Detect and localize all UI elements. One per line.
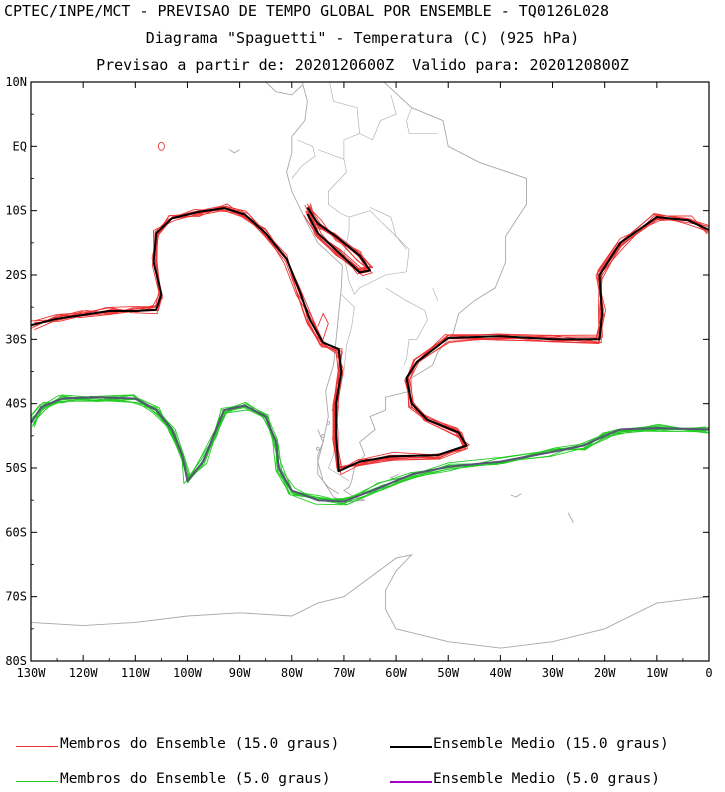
y-tick-label: 80S bbox=[5, 654, 27, 668]
ensemble-member-15-2-9 bbox=[305, 204, 373, 277]
y-tick-label: 70S bbox=[5, 590, 27, 604]
y-tick-label: 40S bbox=[5, 397, 27, 411]
header-title-line2: Diagrama "Spaguetti" - Temperatura (C) (… bbox=[145, 29, 580, 47]
ensemble-member-5-3-9 bbox=[31, 396, 706, 502]
header-title-line3: Previsao a partir de: 2020120600Z Valido… bbox=[96, 56, 629, 74]
ensemble-mean-layer bbox=[31, 206, 709, 503]
ensemble-member-5-3-4 bbox=[31, 394, 706, 505]
coastline-7 bbox=[228, 149, 240, 154]
y-tick-label: EQ bbox=[13, 139, 27, 153]
ensemble-members-layer bbox=[31, 141, 709, 506]
country-border-3 bbox=[385, 287, 428, 366]
x-tick-label: 50W bbox=[437, 666, 459, 680]
ensemble-mean-15-1 bbox=[31, 207, 709, 473]
ensemble-member-5-3-2 bbox=[33, 394, 709, 506]
plot-frame bbox=[30, 81, 710, 662]
legend-mean-15-label: Ensemble Medio (15.0 graus) bbox=[433, 736, 669, 752]
ensemble-member-15-1-5 bbox=[31, 209, 709, 471]
y-tick-label: 20S bbox=[5, 268, 27, 282]
ensemble-mean-15-2 bbox=[306, 206, 371, 274]
island-3 bbox=[321, 434, 325, 438]
ensemble-member-15-1-6 bbox=[34, 209, 708, 468]
plot-area bbox=[31, 82, 709, 649]
ensemble-member-5-3-6 bbox=[33, 398, 709, 504]
y-tick-label: 10N bbox=[5, 75, 27, 89]
ensemble-member-15-loop bbox=[157, 141, 165, 151]
y-tick-label: 60S bbox=[5, 525, 27, 539]
ensemble-mean-5-3 bbox=[31, 396, 709, 503]
ensemble-member-5-3-3 bbox=[31, 396, 709, 500]
x-tick-label: 100W bbox=[173, 666, 203, 680]
x-tick-label: 10W bbox=[646, 666, 668, 680]
x-tick-label: 30W bbox=[542, 666, 564, 680]
ensemble-member-5-3-1 bbox=[32, 394, 707, 501]
country-border-10 bbox=[432, 287, 439, 301]
x-tick-label: 130W bbox=[17, 666, 47, 680]
ensemble-member-15-1-8 bbox=[32, 206, 708, 469]
ensemble-member-5-3-7 bbox=[32, 397, 708, 502]
country-border-1 bbox=[343, 210, 410, 295]
country-border-2 bbox=[327, 294, 355, 482]
x-tick-label: 20W bbox=[594, 666, 616, 680]
ensemble-member-5-3-5 bbox=[31, 395, 709, 501]
country-border-7 bbox=[359, 94, 397, 141]
country-border-9 bbox=[369, 207, 407, 250]
country-border-6 bbox=[329, 82, 360, 160]
y-tick-label: 50S bbox=[5, 461, 27, 475]
x-tick-label: 60W bbox=[385, 666, 407, 680]
x-tick-label: 90W bbox=[229, 666, 251, 680]
legend-mean-5-label: Ensemble Medio (5.0 graus) bbox=[433, 771, 660, 787]
ensemble-member-15-1-9 bbox=[31, 208, 706, 470]
x-tick-label: 40W bbox=[490, 666, 512, 680]
country-border-5 bbox=[291, 139, 316, 179]
x-tick-label: 0 bbox=[705, 666, 712, 680]
ensemble-member-15-1-4 bbox=[33, 205, 709, 469]
island-2 bbox=[326, 421, 331, 425]
x-tick-label: 70W bbox=[333, 666, 355, 680]
coastline-1 bbox=[286, 82, 527, 503]
legend-members-5-label: Membros do Ensemble (5.0 graus) bbox=[60, 771, 331, 787]
x-tick-label: 80W bbox=[281, 666, 303, 680]
ensemble-member-5-3-8 bbox=[31, 395, 708, 505]
legend-members-5-swatch bbox=[16, 781, 58, 782]
coastline-8 bbox=[317, 429, 339, 495]
coastline-5 bbox=[510, 493, 522, 498]
axis-layer: 130W 120W 110W 100W 90W 80W 70W 60W 50W 40W 30W 20W… bbox=[5, 75, 712, 680]
y-tick-label: 30S bbox=[5, 332, 27, 346]
country-border-8 bbox=[406, 107, 438, 134]
coastline-6 bbox=[567, 512, 574, 523]
x-tick-label: 110W bbox=[121, 666, 151, 680]
island-4 bbox=[316, 446, 320, 451]
ensemble-member-15-1-3 bbox=[31, 205, 708, 468]
x-tick-label: 120W bbox=[69, 666, 99, 680]
ensemble-member-15-fragment bbox=[317, 312, 329, 340]
ensemble-member-15-1-1 bbox=[31, 203, 708, 469]
legend-members-15-swatch bbox=[16, 746, 58, 747]
header-title-line1: CPTEC/INPE/MCT - PREVISAO DE TEMPO GLOBA… bbox=[4, 2, 610, 20]
legend-members-15-label: Membros do Ensemble (15.0 graus) bbox=[60, 736, 340, 752]
legend-mean-5-swatch bbox=[390, 781, 432, 783]
coastline-2 bbox=[265, 82, 303, 96]
coastline-layer bbox=[31, 82, 709, 649]
y-tick-label: 10S bbox=[5, 204, 27, 218]
country-border-4 bbox=[317, 149, 350, 218]
coastline-4 bbox=[31, 554, 709, 649]
legend-mean-15-swatch bbox=[390, 746, 432, 748]
